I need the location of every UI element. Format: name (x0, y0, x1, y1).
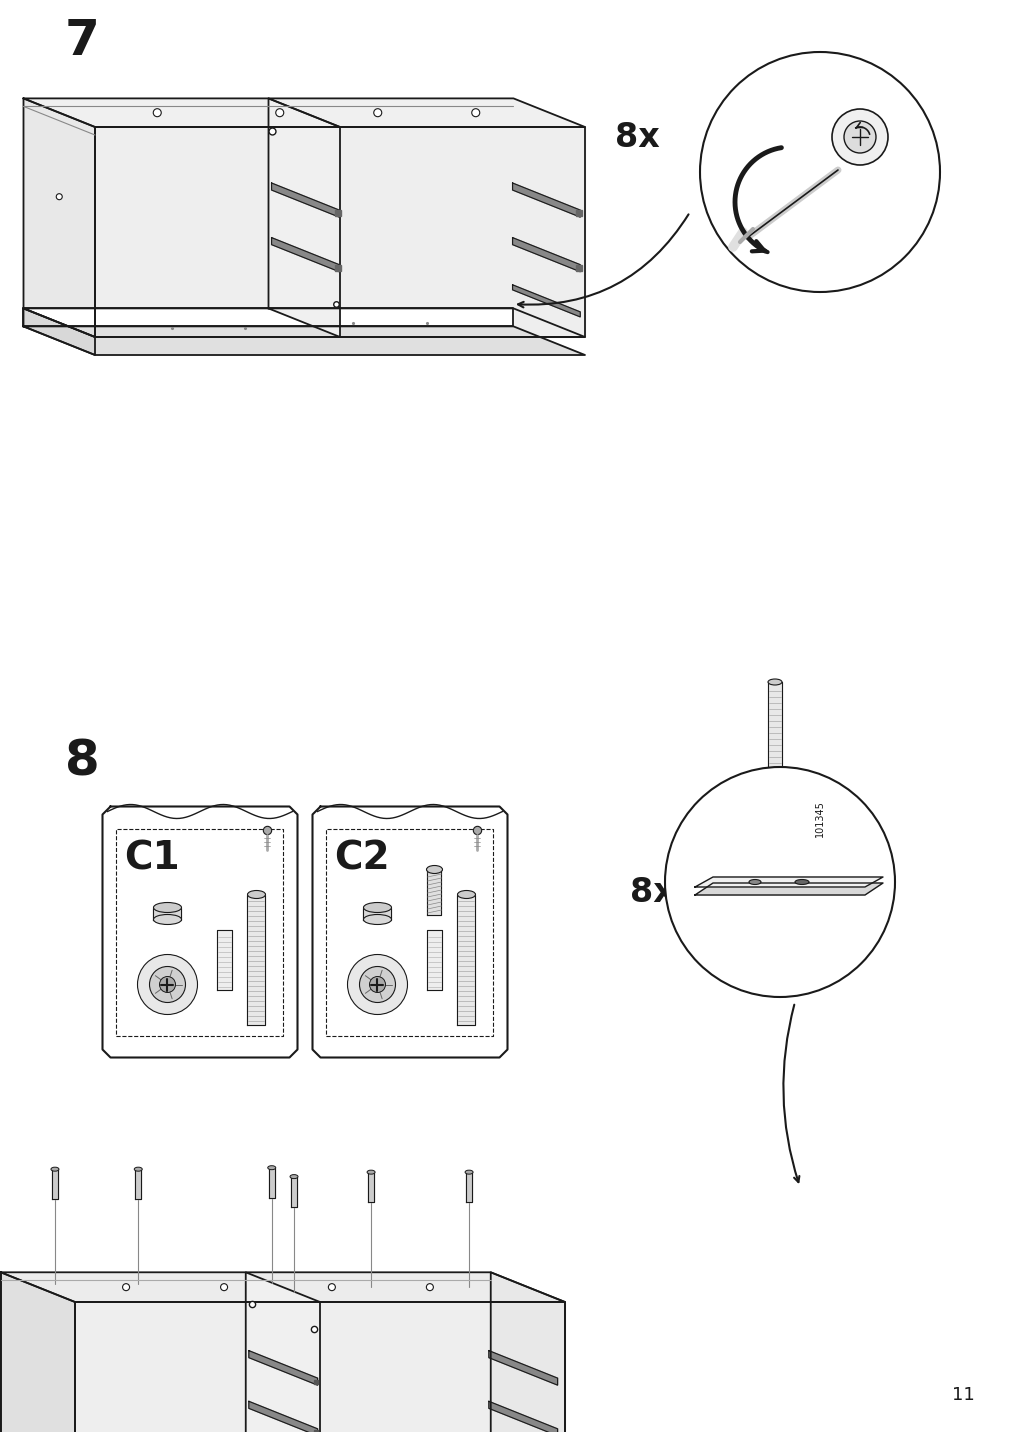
Polygon shape (248, 895, 265, 1024)
Polygon shape (490, 1272, 564, 1432)
Ellipse shape (795, 879, 808, 885)
Text: 8x: 8x (615, 120, 659, 153)
Polygon shape (513, 238, 579, 272)
Polygon shape (23, 308, 513, 326)
Polygon shape (767, 682, 782, 768)
Polygon shape (23, 99, 95, 337)
Polygon shape (513, 285, 579, 316)
Circle shape (426, 1283, 433, 1290)
Polygon shape (23, 308, 95, 355)
Polygon shape (271, 238, 339, 272)
Polygon shape (695, 876, 883, 886)
Circle shape (57, 193, 63, 199)
Circle shape (160, 977, 175, 992)
Polygon shape (513, 183, 579, 218)
Ellipse shape (290, 1174, 297, 1179)
Polygon shape (23, 99, 584, 127)
Polygon shape (1, 1272, 564, 1302)
Polygon shape (102, 806, 297, 1057)
Circle shape (275, 109, 283, 116)
Text: C1: C1 (124, 839, 180, 878)
Ellipse shape (363, 902, 391, 912)
Ellipse shape (748, 879, 760, 885)
Polygon shape (249, 1350, 317, 1385)
Ellipse shape (457, 891, 475, 898)
Polygon shape (95, 127, 584, 337)
Polygon shape (75, 1302, 564, 1432)
Polygon shape (488, 1350, 557, 1385)
Polygon shape (246, 1272, 319, 1432)
Ellipse shape (134, 1167, 143, 1171)
Polygon shape (457, 895, 475, 1024)
Polygon shape (368, 1173, 374, 1201)
Ellipse shape (154, 915, 181, 925)
Ellipse shape (465, 1170, 472, 1174)
Circle shape (664, 768, 894, 997)
Circle shape (471, 109, 479, 116)
Polygon shape (271, 183, 339, 218)
Text: 8x: 8x (630, 875, 674, 908)
Polygon shape (52, 1169, 58, 1199)
Ellipse shape (268, 1166, 275, 1170)
Circle shape (373, 109, 381, 116)
Text: 7: 7 (65, 17, 100, 64)
Polygon shape (363, 908, 391, 919)
Circle shape (328, 1283, 335, 1290)
Text: 101345: 101345 (814, 800, 824, 838)
Ellipse shape (426, 865, 442, 874)
Circle shape (831, 109, 887, 165)
Polygon shape (291, 1177, 296, 1207)
Ellipse shape (363, 915, 391, 925)
Ellipse shape (51, 1167, 59, 1171)
Polygon shape (249, 1402, 317, 1432)
Circle shape (700, 52, 939, 292)
Polygon shape (154, 908, 181, 919)
Polygon shape (23, 308, 584, 337)
Polygon shape (135, 1169, 142, 1199)
Text: 11: 11 (951, 1386, 974, 1403)
Polygon shape (23, 326, 584, 355)
Ellipse shape (767, 679, 782, 684)
Circle shape (153, 109, 161, 116)
Circle shape (369, 977, 385, 992)
Polygon shape (1, 1272, 75, 1432)
Circle shape (220, 1283, 227, 1290)
Polygon shape (268, 99, 340, 337)
Polygon shape (488, 1402, 557, 1432)
Polygon shape (312, 806, 507, 1057)
Text: C2: C2 (335, 839, 389, 878)
Ellipse shape (367, 1170, 375, 1174)
Circle shape (347, 955, 407, 1014)
Circle shape (122, 1283, 129, 1290)
Circle shape (843, 120, 876, 153)
Polygon shape (217, 929, 233, 990)
Polygon shape (466, 1173, 471, 1201)
Circle shape (359, 967, 395, 1002)
Polygon shape (427, 929, 442, 990)
Circle shape (150, 967, 185, 1002)
Ellipse shape (154, 902, 181, 912)
Ellipse shape (248, 891, 265, 898)
Polygon shape (695, 884, 883, 895)
Polygon shape (427, 869, 441, 915)
Circle shape (137, 955, 197, 1014)
Polygon shape (269, 1167, 274, 1197)
Text: 8: 8 (65, 737, 100, 785)
